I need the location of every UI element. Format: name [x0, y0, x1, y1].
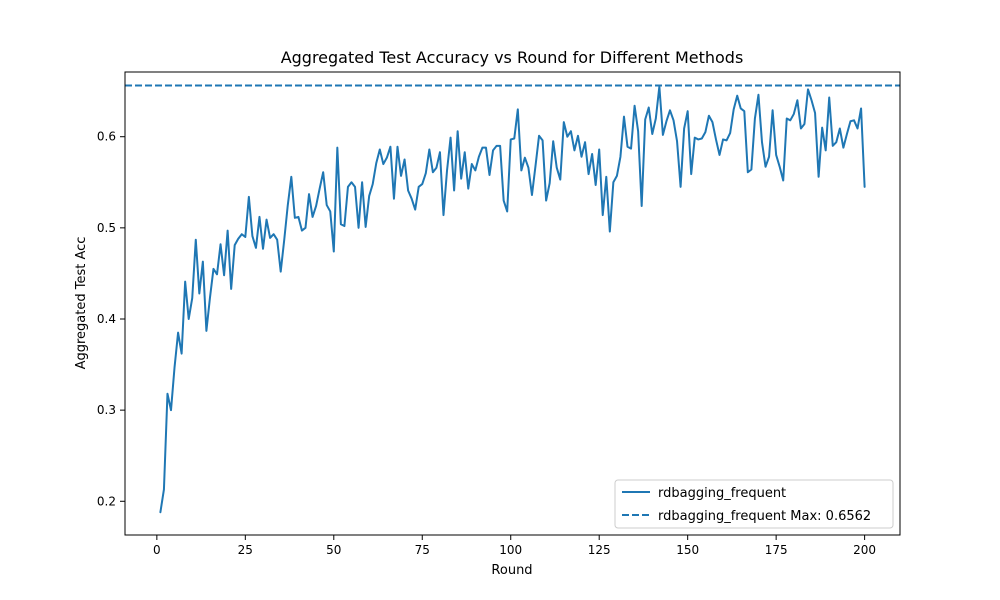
y-tick-label: 0.6 — [97, 130, 116, 144]
y-tick-label: 0.3 — [97, 403, 116, 417]
legend: rdbagging_frequent rdbagging_frequent Ma… — [614, 479, 894, 529]
x-tick-label: 175 — [765, 543, 788, 557]
data-lines — [125, 84, 900, 514]
series-line-rdbagging-frequent — [159, 85, 866, 514]
y-axis-label: Aggregated Test Acc — [74, 237, 89, 370]
x-tick-label: 150 — [676, 543, 699, 557]
x-tick-label: 200 — [853, 543, 876, 557]
plot-area — [125, 84, 900, 514]
y-tick-label: 0.2 — [97, 494, 116, 508]
y-tick-label: 0.5 — [97, 221, 116, 235]
plot-frame — [124, 71, 901, 536]
legend-label-series: rdbagging_frequent — [658, 486, 786, 501]
legend-box — [614, 479, 894, 529]
x-tick-label: 25 — [238, 543, 253, 557]
chart-title: Aggregated Test Accuracy vs Round for Di… — [281, 48, 744, 67]
x-tick-label: 50 — [326, 543, 341, 557]
legend-label-max: rdbagging_frequent Max: 0.6562 — [658, 509, 871, 524]
x-tick-label: 75 — [415, 543, 430, 557]
y-tick-label: 0.4 — [97, 312, 116, 326]
x-axis-label: Round — [491, 563, 532, 578]
y-axis: 0.2 0.3 0.4 0.5 0.6 — [97, 130, 125, 508]
x-axis: 0 25 50 75 100 125 150 175 200 — [153, 535, 876, 557]
x-tick-label: 125 — [588, 543, 611, 557]
x-tick-label: 100 — [499, 543, 522, 557]
x-tick-label: 0 — [153, 543, 161, 557]
